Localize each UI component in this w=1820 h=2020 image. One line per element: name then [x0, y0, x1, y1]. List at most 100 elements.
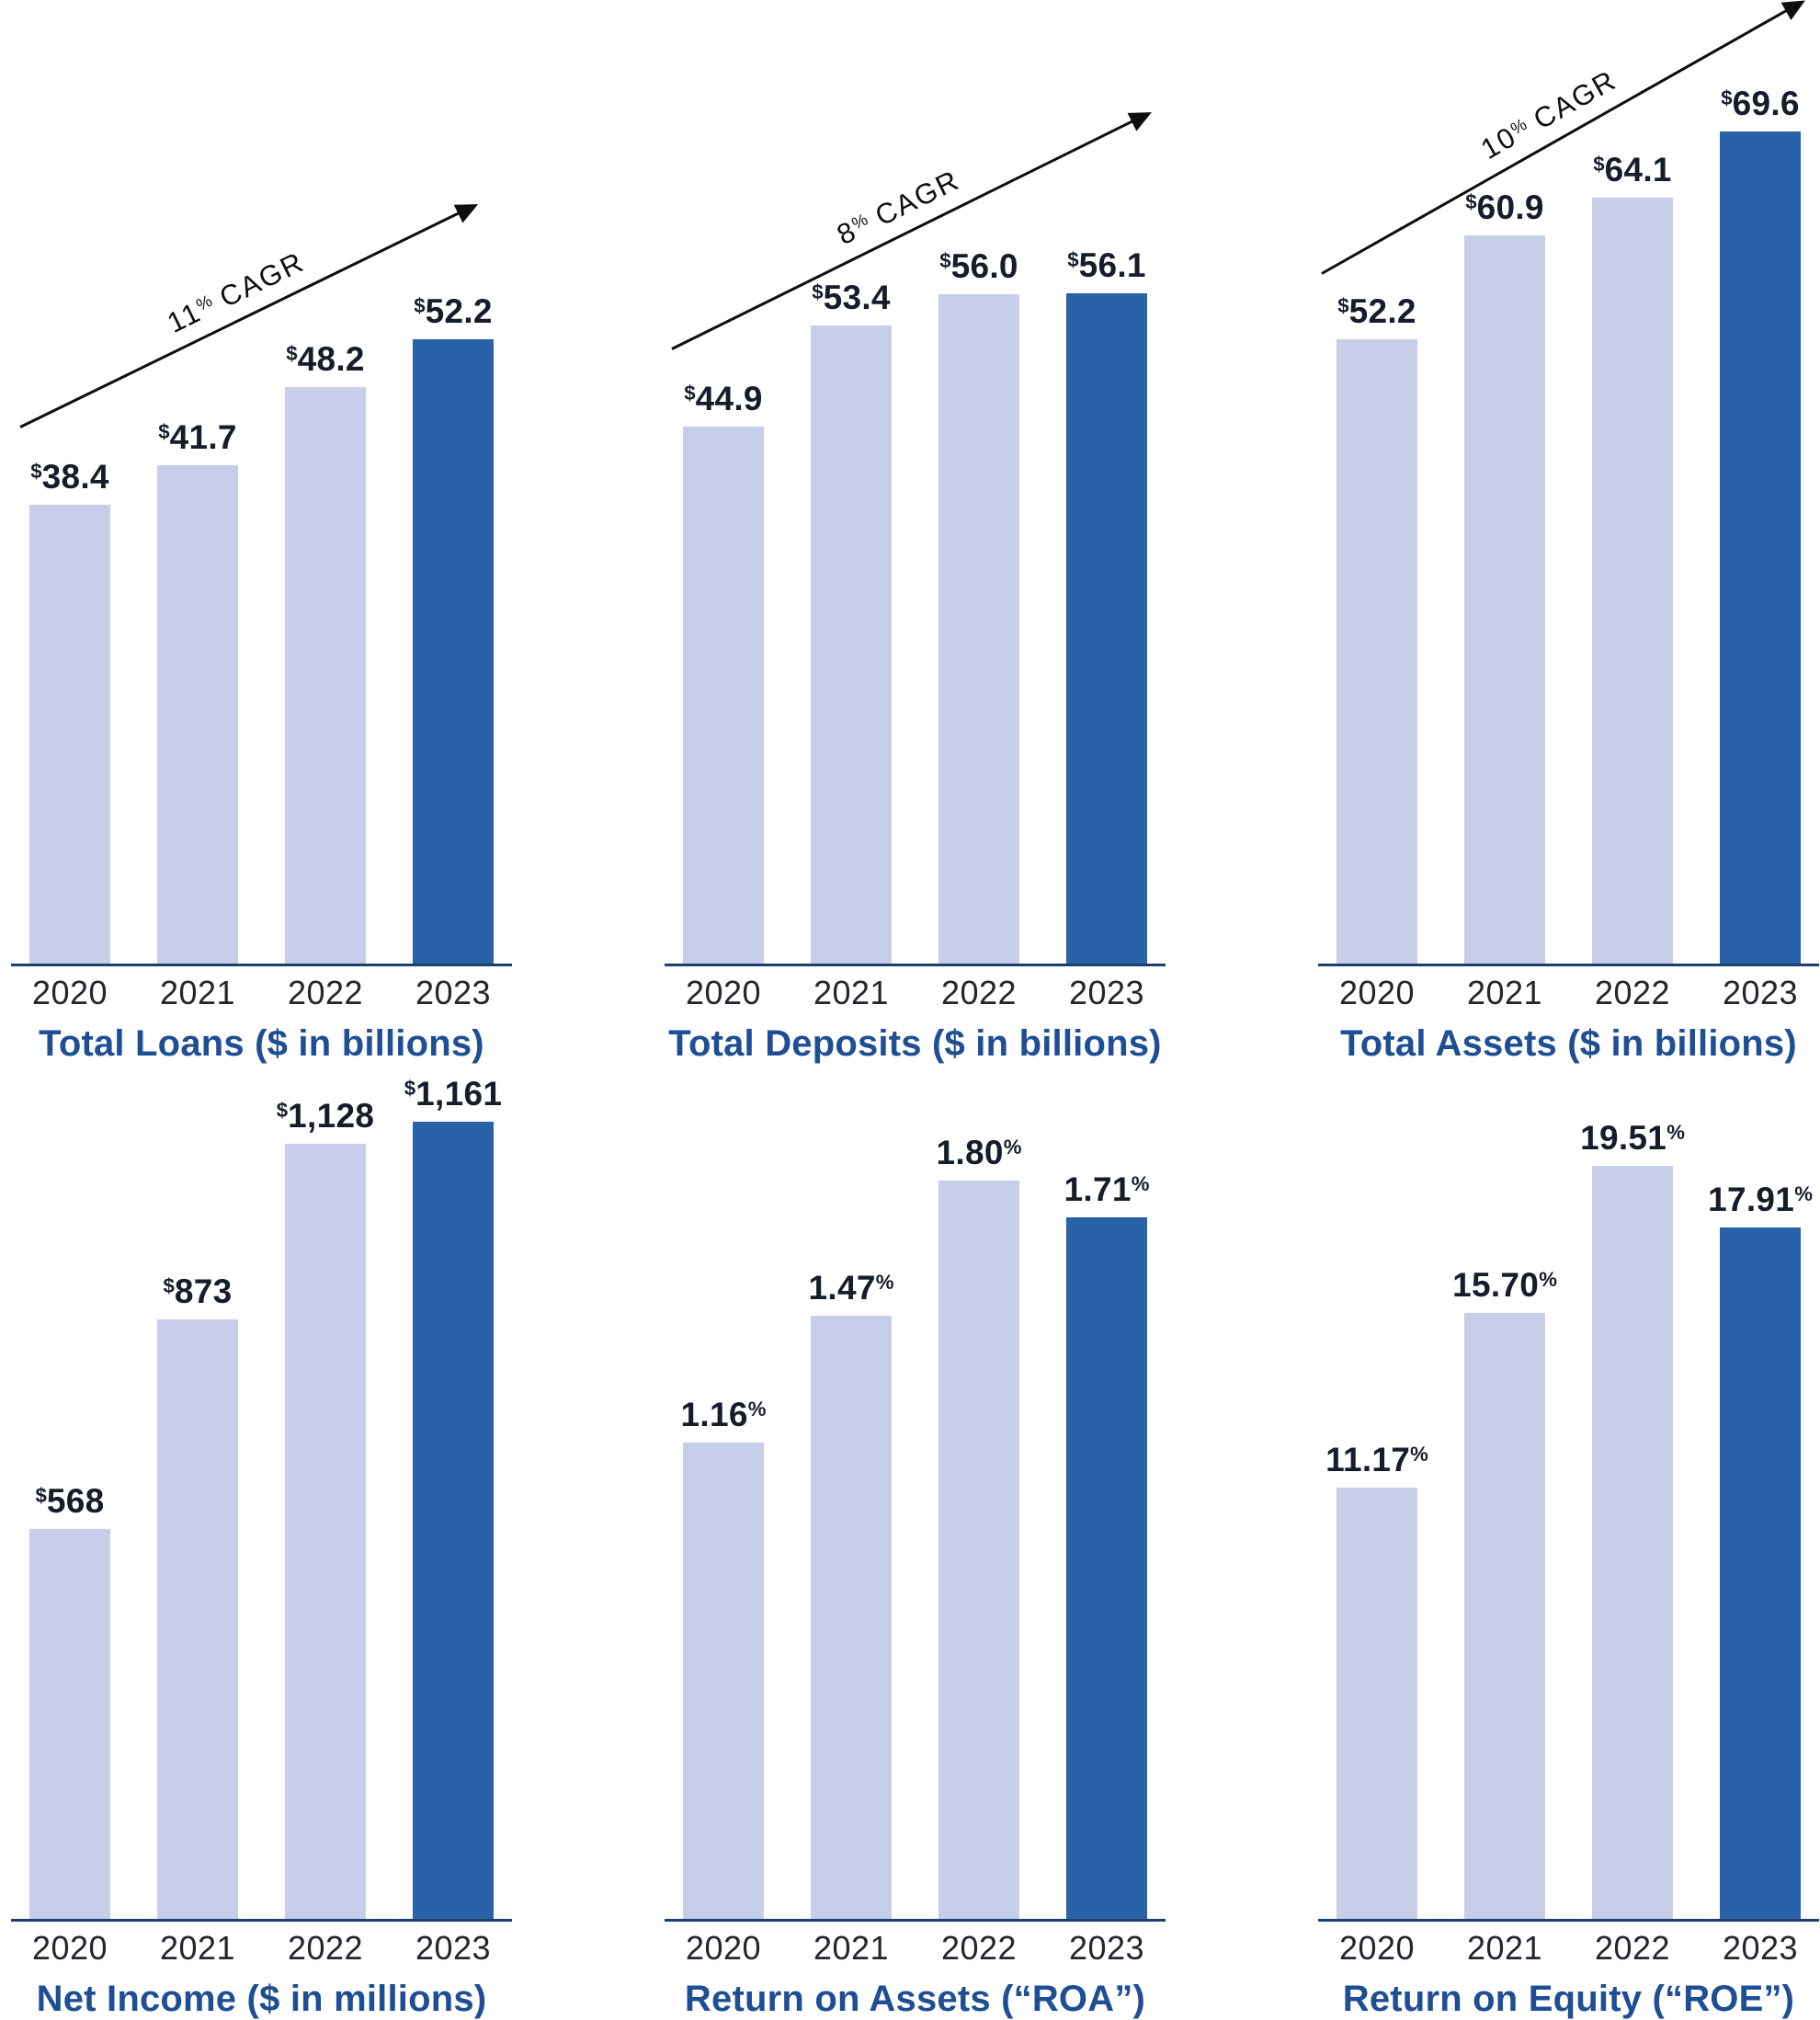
- bar-2021: [811, 1316, 892, 1919]
- x-tick-label: 2021: [159, 1929, 236, 1967]
- x-axis-labels: 2020 2021 2022 2023: [1337, 1922, 1801, 1968]
- chart-title: Total Deposits ($ in billions): [668, 1023, 1162, 1064]
- bar-value-label: $44.9: [684, 380, 763, 417]
- x-tick-label: 2022: [940, 974, 1018, 1011]
- plot-area: 8% CAGR $44.9 $53.4 $56.0 $56.1: [665, 7, 1166, 964]
- x-tick-label: 2021: [159, 974, 236, 1011]
- bar-value-label: $52.2: [1337, 292, 1416, 330]
- chart-total-loans: 11% CAGR $38.4 $41.7 $48.2 $52.2 2020 2021 20…: [11, 7, 512, 1065]
- superscript: $: [414, 293, 426, 317]
- bar-value-label: $873: [163, 1272, 233, 1310]
- bar-group: $53.4: [811, 279, 892, 964]
- x-axis-line: [665, 1919, 1166, 1922]
- bar-2022: [938, 294, 1019, 964]
- bar-group: 1.71%: [1064, 1170, 1150, 1919]
- chart-title: Return on Assets (“ROA”): [684, 1979, 1146, 2019]
- bar-value-label: $64.1: [1593, 151, 1672, 188]
- x-axis-line: [1318, 1919, 1819, 1922]
- x-tick-label: 2021: [813, 974, 890, 1011]
- superscript: $: [158, 419, 170, 443]
- bar-group: 15.70%: [1452, 1266, 1557, 1919]
- bar-value-label: 17.91%: [1708, 1181, 1813, 1218]
- superscript: %: [1666, 1120, 1685, 1144]
- superscript: $: [30, 459, 42, 483]
- x-axis-labels: 2020 2021 2022 2023: [1337, 966, 1801, 1012]
- x-tick-label: 2021: [1466, 974, 1543, 1011]
- bar-value-label: $69.6: [1721, 85, 1800, 122]
- bar-2022: [1592, 1166, 1673, 1919]
- bar-group: $69.6: [1720, 85, 1801, 964]
- x-tick-label: 2023: [1068, 974, 1145, 1011]
- x-tick-label: 2021: [813, 1929, 890, 1967]
- bars: 11.17% 15.70% 19.51% 17.91%: [1325, 1078, 1813, 1919]
- bar-2020: [683, 427, 764, 964]
- x-tick-label: 2022: [1594, 1929, 1671, 1967]
- bar-value-label: $38.4: [30, 458, 109, 496]
- chart-total-deposits: 8% CAGR $44.9 $53.4 $56.0 $56.1 2020 2021 202…: [665, 7, 1166, 1065]
- x-axis-labels: 2020 2021 2022 2023: [683, 966, 1147, 1012]
- superscript: $: [684, 381, 696, 405]
- x-tick-label: 2022: [940, 1929, 1018, 1967]
- bars: $38.4 $41.7 $48.2 $52.2: [29, 7, 494, 964]
- bar-2022: [1592, 198, 1673, 964]
- x-tick-label: 2023: [1722, 1929, 1799, 1967]
- superscript: %: [875, 1270, 894, 1294]
- bar-value-label: 1.16%: [680, 1396, 767, 1433]
- x-tick-label: 2022: [1594, 974, 1671, 1011]
- bars: $44.9 $53.4 $56.0 $56.1: [683, 7, 1147, 964]
- superscript: %: [1131, 1171, 1150, 1195]
- bar-2020: [29, 1529, 110, 1919]
- x-axis-line: [665, 964, 1166, 966]
- x-axis-line: [1318, 964, 1819, 966]
- bar-value-label: $41.7: [158, 418, 237, 456]
- bars: $52.2 $60.9 $64.1 $69.6: [1337, 7, 1801, 964]
- bar-2021: [1464, 1313, 1545, 1919]
- bars: $568 $873 $1,128 $1,161: [29, 1075, 502, 1919]
- bar-2021: [157, 1319, 238, 1919]
- bar-2022: [938, 1181, 1019, 1919]
- bar-2022: [285, 1144, 366, 1919]
- bar-group: $60.9: [1464, 188, 1545, 964]
- bar-group: $568: [29, 1482, 110, 1919]
- x-axis-line: [11, 1919, 512, 1922]
- bar-group: $64.1: [1592, 151, 1673, 964]
- bar-2020: [683, 1443, 764, 1919]
- bar-value-label: $56.0: [939, 247, 1018, 285]
- chart-return-on-assets: 1.16% 1.47% 1.80% 1.71% 2020 2021 2022 2023 Re…: [665, 1078, 1166, 2020]
- x-tick-label: 2020: [685, 974, 762, 1011]
- superscript: %: [747, 1397, 767, 1421]
- bar-group: 11.17%: [1325, 1441, 1428, 1919]
- x-tick-label: 2021: [1466, 1929, 1543, 1967]
- plot-area: 11% CAGR $38.4 $41.7 $48.2 $52.2: [11, 7, 512, 964]
- x-tick-label: 2020: [685, 1929, 762, 1967]
- superscript: %: [1410, 1442, 1428, 1466]
- bar-2023: [1720, 131, 1801, 964]
- bar-group: 1.80%: [936, 1134, 1022, 1919]
- bar-2022: [285, 387, 366, 964]
- bar-group: $48.2: [285, 340, 366, 964]
- bar-value-label: $1,128: [276, 1097, 375, 1135]
- bar-value-label: 1.47%: [808, 1269, 894, 1307]
- x-tick-label: 2020: [1338, 974, 1416, 1011]
- x-tick-label: 2023: [415, 1929, 492, 1967]
- superscript: $: [939, 248, 951, 272]
- chart-title: Total Assets ($ in billions): [1340, 1023, 1797, 1064]
- bar-2023: [413, 339, 494, 964]
- bar-group: $52.2: [1337, 292, 1417, 964]
- chart-net-income: $568 $873 $1,128 $1,161 2020 2021 2022 2023 Ne…: [11, 1075, 512, 2020]
- bar-value-label: $56.1: [1067, 246, 1146, 284]
- bars: 1.16% 1.47% 1.80% 1.71%: [680, 1078, 1150, 1919]
- bar-value-label: 1.80%: [936, 1134, 1022, 1171]
- x-tick-label: 2023: [1068, 1929, 1145, 1967]
- superscript: $: [163, 1273, 175, 1297]
- bar-2021: [811, 325, 892, 964]
- superscript: $: [276, 1098, 289, 1122]
- bar-value-label: $48.2: [286, 340, 365, 378]
- plot-area: 11.17% 15.70% 19.51% 17.91%: [1318, 1078, 1819, 1919]
- bar-group: $52.2: [413, 292, 494, 964]
- plot-area: 10% CAGR $52.2 $60.9 $64.1 $69.6: [1318, 0, 1819, 964]
- bar-2021: [157, 465, 238, 964]
- superscript: $: [1337, 293, 1349, 317]
- bar-group: $1,161: [404, 1075, 502, 1919]
